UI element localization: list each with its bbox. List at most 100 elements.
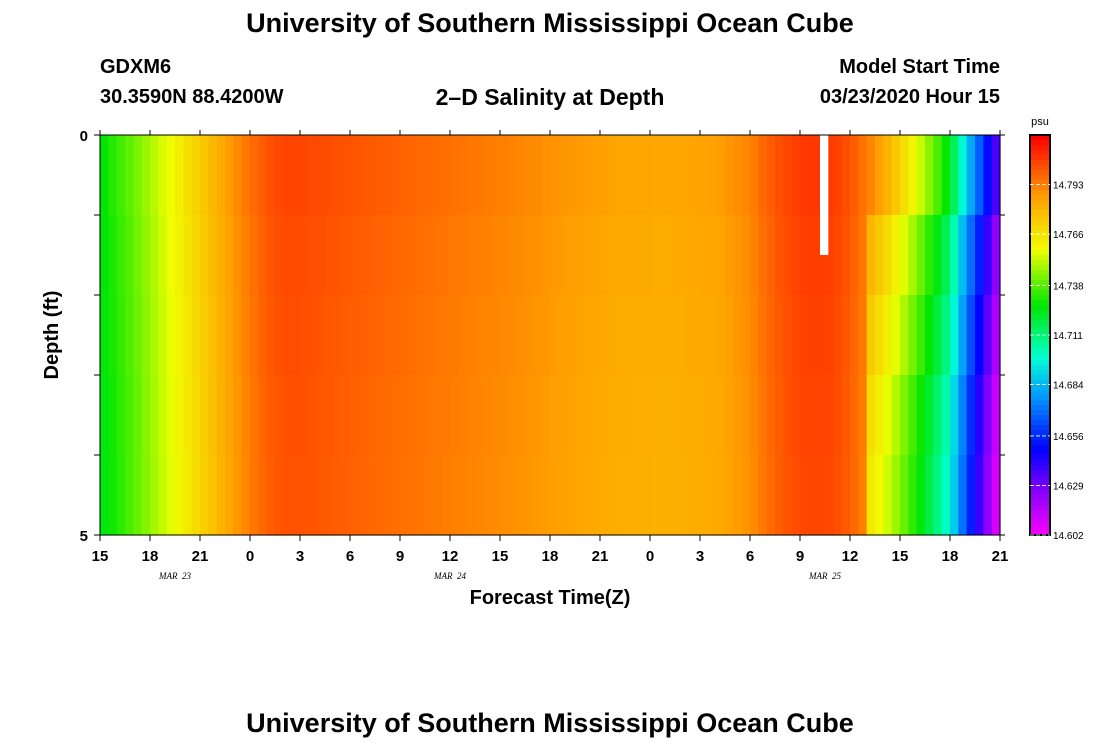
heatmap-cell (383, 135, 393, 216)
heatmap-cell (491, 375, 501, 456)
heatmap-cell (858, 215, 868, 296)
heatmap-cell (200, 295, 209, 376)
heatmap-cell (225, 135, 234, 216)
heatmap-cell (616, 295, 626, 376)
heatmap-cell (300, 375, 309, 456)
heatmap-cell (891, 135, 901, 216)
colorbar-segment (1030, 470, 1050, 476)
x-tick-label: 3 (696, 548, 704, 565)
heatmap-cell (866, 295, 876, 376)
heatmap-cell (366, 135, 376, 216)
heatmap-cell (150, 135, 159, 216)
heatmap-cell (300, 295, 309, 376)
heatmap-cell (383, 455, 393, 536)
heatmap-cell (466, 455, 476, 536)
heatmap-cell (391, 455, 401, 536)
heatmap-cell (716, 455, 726, 536)
heatmap-cell (208, 215, 218, 296)
heatmap-cell (533, 215, 543, 296)
heatmap-cell (458, 215, 468, 296)
heatmap-cell (450, 375, 459, 456)
heatmap-cell (108, 295, 118, 376)
heatmap-cell (858, 375, 868, 456)
heatmap-cell (975, 455, 984, 536)
heatmap-cell (366, 455, 376, 536)
heatmap-cell (883, 375, 893, 456)
heatmap-cell (216, 215, 226, 296)
heatmap-cell (775, 295, 784, 376)
x-tick-label: 18 (942, 548, 959, 565)
colorbar-segment (1030, 160, 1050, 166)
colorbar-segment (1030, 390, 1050, 396)
heatmap-cell (175, 375, 184, 456)
colorbar-segment (1030, 420, 1050, 426)
heatmap-cell (708, 215, 718, 296)
heatmap-cell (741, 135, 751, 216)
heatmap-cell (833, 215, 843, 296)
heatmap-cell (200, 135, 209, 216)
heatmap-cell (733, 135, 743, 216)
colorbar-segment (1030, 370, 1050, 376)
heatmap-cell (608, 455, 618, 536)
heatmap-cell (116, 375, 126, 456)
heatmap-cell (716, 295, 726, 376)
colorbar-tick-label: 14.656 (1053, 432, 1084, 443)
heatmap-cell (575, 215, 584, 296)
heatmap-cell (650, 455, 659, 536)
heatmap-cell (516, 215, 526, 296)
heatmap-cell (766, 215, 776, 296)
y-tick-label: 5 (80, 528, 88, 545)
colorbar-segment (1030, 205, 1050, 211)
heatmap-cell (325, 135, 334, 216)
heatmap-cell (616, 455, 626, 536)
heatmap-cell (291, 375, 301, 456)
heatmap-cell (216, 375, 226, 456)
heatmap-cell (825, 215, 834, 296)
heatmap-cell (858, 455, 868, 536)
heatmap-cell (908, 375, 918, 456)
heatmap-cell (641, 455, 651, 536)
heatmap-cell (991, 135, 1001, 216)
heatmap-cell (233, 455, 243, 536)
colorbar-segment (1030, 405, 1050, 411)
heatmap-cell (816, 215, 826, 296)
heatmap-cell (108, 215, 118, 296)
heatmap-cell (683, 455, 693, 536)
colorbar-segment (1030, 220, 1050, 226)
heatmap-cell (333, 295, 343, 376)
heatmap-cell (775, 455, 784, 536)
heatmap-cell (541, 455, 551, 536)
heatmap-cell (733, 375, 743, 456)
heatmap-cell (100, 295, 109, 376)
heatmap-cell (750, 135, 759, 216)
heatmap-cell (891, 455, 901, 536)
heatmap-cell (775, 375, 784, 456)
heatmap-cell (408, 375, 418, 456)
heatmap-cell (675, 135, 684, 216)
heatmap-cell (850, 375, 859, 456)
date-label: MAR 25 (808, 571, 841, 581)
colorbar-segment (1030, 145, 1050, 151)
heatmap-cell (658, 215, 668, 296)
heatmap-cell (816, 375, 826, 456)
colorbar-segment (1030, 235, 1050, 241)
colorbar-segment (1030, 500, 1050, 506)
heatmap-cell (333, 455, 343, 536)
heatmap-cell (891, 375, 901, 456)
heatmap-cell (375, 295, 384, 376)
heatmap-cell (108, 135, 118, 216)
heatmap-cell (225, 375, 234, 456)
heatmap-cell (483, 375, 493, 456)
heatmap-cell (741, 375, 751, 456)
heatmap-cell (341, 375, 351, 456)
heatmap-cell (358, 375, 368, 456)
heatmap-cell (850, 135, 859, 216)
heatmap-cell (133, 295, 143, 376)
x-tick-label: 18 (542, 548, 559, 565)
heatmap-cell (641, 215, 651, 296)
heatmap-cell (725, 455, 734, 536)
heatmap-cell (241, 135, 251, 216)
y-axis: 05 (80, 128, 1005, 545)
heatmap-cell (408, 215, 418, 296)
colorbar-segment (1030, 245, 1050, 251)
